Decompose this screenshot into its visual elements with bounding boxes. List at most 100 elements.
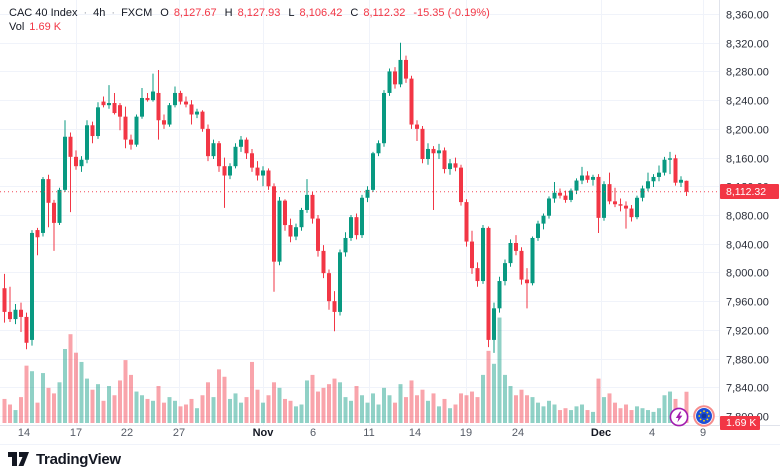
- volume-bar: [8, 404, 12, 423]
- volume-bar: [68, 334, 73, 423]
- volume-bar: [662, 395, 667, 423]
- price-tick-label: 8,080.00: [726, 211, 769, 223]
- volume-bar: [492, 363, 496, 423]
- price-tick-label: 7,920.00: [726, 326, 769, 338]
- volume-bar: [35, 402, 40, 423]
- close-value: 8,112.32: [363, 7, 406, 19]
- candle-down: [266, 170, 271, 187]
- volume-bar: [299, 404, 304, 423]
- volume-bar: [431, 393, 436, 423]
- volume-bar: [563, 408, 568, 423]
- symbol-title: CAC 40 Index: [9, 7, 78, 19]
- volume-bar: [398, 384, 403, 423]
- volume-bar: [96, 384, 100, 423]
- volume-bar: [497, 317, 502, 423]
- price-tick-label: 8,360.00: [726, 10, 769, 22]
- high-label: H: [224, 7, 233, 19]
- volume-bar: [635, 406, 639, 423]
- volume-bar: [266, 395, 271, 423]
- volume-bar: [618, 408, 623, 423]
- price-tick-label: 8,160.00: [726, 154, 769, 166]
- candle-down: [332, 301, 337, 312]
- candle-down: [68, 136, 73, 157]
- candle-up: [492, 308, 496, 340]
- candle-up: [79, 159, 84, 167]
- volume-bar: [591, 411, 595, 423]
- candle-up: [662, 159, 667, 173]
- candle-up: [261, 170, 265, 176]
- candle-down: [24, 316, 29, 343]
- volume-bar: [657, 408, 661, 423]
- volume-bar: [151, 400, 155, 423]
- price-tick-label: 8,240.00: [726, 96, 769, 108]
- candle-down: [316, 218, 320, 251]
- volume-bar: [134, 391, 139, 423]
- candle-up: [503, 263, 507, 282]
- price-tick-label: 8,000.00: [726, 268, 769, 280]
- candle-down: [112, 103, 117, 114]
- candle-down: [145, 97, 150, 101]
- volume-bar: [629, 410, 634, 423]
- candle-up: [338, 252, 342, 312]
- volume-bar: [123, 360, 128, 423]
- price-tick-label: 8,280.00: [726, 67, 769, 79]
- candle-down: [288, 225, 293, 237]
- volume-bar: [552, 404, 557, 423]
- volume-bar: [129, 374, 133, 423]
- boost-button[interactable]: [669, 407, 689, 427]
- volume-bar: [305, 380, 309, 423]
- volume-bar: [79, 361, 84, 423]
- candle-down: [453, 163, 458, 168]
- candle-up: [134, 116, 139, 145]
- volume-bar: [640, 408, 645, 423]
- close-label: C: [350, 7, 359, 19]
- candle-up: [387, 71, 392, 93]
- tradingview-logo[interactable]: TradingView: [8, 451, 121, 468]
- volume-bar: [156, 386, 161, 423]
- volume-bar: [569, 410, 573, 423]
- candle-up: [63, 136, 67, 190]
- candle-up: [30, 232, 34, 340]
- time-tick-label: 24: [512, 427, 524, 439]
- volume-bar: [118, 380, 122, 423]
- candle-up: [167, 105, 172, 125]
- price-tick-label: 7,880.00: [726, 355, 769, 367]
- volume-value: 1.69 K: [29, 21, 62, 33]
- volume-bar: [261, 402, 265, 423]
- symbol-legend[interactable]: CAC 40 Index · 4h · FXCM O 8,127.67 H 8,…: [9, 7, 490, 19]
- volume-bar: [244, 397, 249, 423]
- time-tick-label: 27: [173, 427, 185, 439]
- candle-up: [536, 223, 540, 238]
- volume-bar: [239, 402, 243, 423]
- volume-bar: [222, 376, 227, 423]
- volume-bar: [393, 402, 397, 423]
- candle-down: [74, 156, 78, 167]
- candle-down: [475, 268, 480, 282]
- volume-bar: [453, 404, 458, 423]
- candle-down: [255, 167, 260, 176]
- candle-up: [580, 175, 584, 181]
- volume-bar: [343, 397, 348, 423]
- candle-up: [497, 281, 502, 309]
- candle-down: [19, 309, 23, 317]
- volume-bar: [426, 400, 430, 423]
- candle-down: [607, 184, 612, 202]
- volume-bar: [651, 411, 656, 423]
- candle-down: [118, 105, 122, 117]
- candle-down: [272, 186, 276, 262]
- candle-up: [277, 200, 282, 262]
- market-flag-button[interactable]: [693, 405, 715, 427]
- time-tick-label: 9: [700, 427, 706, 439]
- candle-down: [673, 158, 678, 183]
- volume-legend[interactable]: Vol 1.69 K: [9, 21, 61, 33]
- time-tick-label: 22: [121, 427, 133, 439]
- legend-separator: ·: [83, 7, 88, 19]
- candle-down: [8, 311, 12, 320]
- volume-bar: [547, 400, 551, 423]
- candle-down: [420, 128, 425, 160]
- candle-down: [464, 202, 469, 242]
- candle-down: [129, 139, 133, 145]
- candle-down: [184, 101, 188, 105]
- volume-bar: [530, 397, 535, 423]
